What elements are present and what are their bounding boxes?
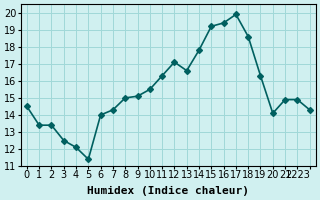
X-axis label: Humidex (Indice chaleur): Humidex (Indice chaleur): [87, 186, 249, 196]
